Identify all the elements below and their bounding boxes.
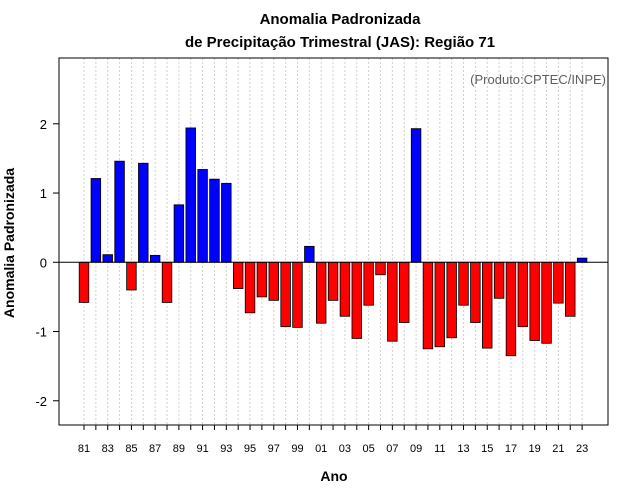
bar-14 [470,261,481,323]
bar-96 [256,261,268,298]
bar-03 [339,261,351,317]
bar-02 [327,261,339,301]
bar-86 [138,162,149,263]
bar-15 [482,261,493,349]
x-tick-label-87: 87 [149,443,161,455]
bar-19 [529,261,540,341]
x-tick-label-91: 91 [196,443,208,455]
bar-11 [434,261,446,348]
x-tick-label-95: 95 [244,443,256,455]
bar-06 [375,261,386,276]
bar-13 [458,261,469,306]
bar-12 [446,261,457,339]
bar-08 [399,261,410,323]
chart-title: Anomalia Padronizada [260,11,422,28]
bar-10 [422,261,434,350]
x-tick-label-01: 01 [315,443,327,455]
x-tick-label-83: 83 [102,443,114,455]
bar-00 [304,245,315,263]
bar-89 [173,204,185,263]
x-tick-label-81: 81 [78,443,90,455]
bar-91 [197,169,208,263]
y-tick-label-2: 2 [40,117,47,132]
bars-layer [78,127,588,357]
bar-82 [90,178,102,263]
bar-90 [185,127,196,263]
bar-98 [280,261,291,328]
x-tick-label-23: 23 [576,443,588,455]
bar-01 [315,261,327,324]
bar-95 [244,261,256,314]
bar-81 [78,261,90,303]
y-axis-title: Anomalia Padronizada [1,168,17,318]
bar-17 [505,261,517,357]
x-tick-label-17: 17 [505,443,517,455]
bar-83 [102,254,113,263]
x-axis-title: Ano [320,468,347,484]
bar-18 [517,261,529,328]
x-tick-label-97: 97 [268,443,280,455]
bar-23 [576,257,588,263]
y-tick-label--2: -2 [35,394,47,409]
x-tick-label-85: 85 [125,443,137,455]
bar-20 [541,261,552,344]
bar-84 [114,160,125,263]
bar-88 [161,261,173,303]
chart-subtitle: de Precipitação Trimestral (JAS): Região… [185,34,495,51]
x-tick-label-09: 09 [410,443,422,455]
bar-09 [410,128,422,263]
bar-92 [209,178,220,263]
x-tick-label-93: 93 [220,443,232,455]
x-tick-label-03: 03 [339,443,351,455]
bar-22 [565,261,576,317]
bar-85 [126,261,137,291]
y-tick-label--1: -1 [35,325,47,340]
bar-87 [149,254,161,263]
x-tick-label-05: 05 [363,443,375,455]
bar-99 [292,261,303,328]
bar-21 [553,261,564,304]
bar-04 [351,261,362,339]
x-tick-label-15: 15 [481,443,493,455]
product-credit: (Produto:CPTEC/INPE) [470,72,606,87]
x-tick-label-13: 13 [457,443,469,455]
bar-07 [387,261,398,342]
y-tick-label-0: 0 [40,255,47,270]
x-tick-label-21: 21 [552,443,564,455]
grid-layer [83,58,583,425]
bar-16 [493,261,505,299]
bar-05 [363,261,374,306]
x-tick-label-99: 99 [291,443,303,455]
bar-94 [232,261,244,289]
y-tick-label-1: 1 [40,186,47,201]
x-tick-label-89: 89 [173,443,185,455]
bar-97 [268,261,279,301]
x-tick-label-11: 11 [434,443,445,455]
x-tick-label-07: 07 [386,443,398,455]
x-tick-label-19: 19 [529,443,541,455]
bar-93 [221,182,232,263]
